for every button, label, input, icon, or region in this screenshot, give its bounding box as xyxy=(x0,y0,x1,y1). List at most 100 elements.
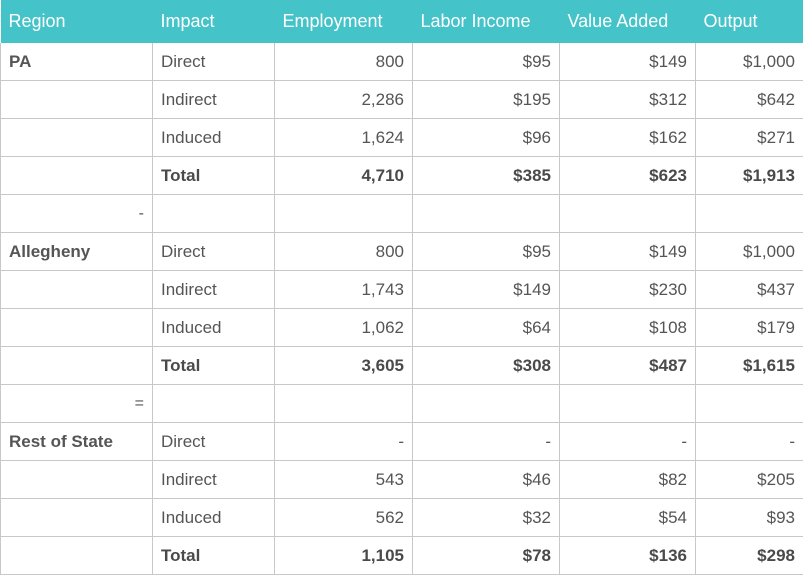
output-cell: $642 xyxy=(696,81,803,119)
value-added-cell xyxy=(560,385,696,423)
value-added-cell: - xyxy=(560,423,696,461)
header-impact: Impact xyxy=(153,0,275,43)
region-cell xyxy=(1,81,153,119)
header-labor-income: Labor Income xyxy=(413,0,560,43)
region-cell: Allegheny xyxy=(1,233,153,271)
region-cell xyxy=(1,157,153,195)
separator-row: = xyxy=(1,385,803,423)
labor-income-cell: $46 xyxy=(413,461,560,499)
employment-cell: 3,605 xyxy=(275,347,413,385)
impact-cell: Indirect xyxy=(153,271,275,309)
value-added-cell: $149 xyxy=(560,233,696,271)
employment-cell: - xyxy=(275,423,413,461)
employment-cell: 800 xyxy=(275,43,413,81)
header-row: Region Impact Employment Labor Income Va… xyxy=(1,0,803,43)
labor-income-cell: $95 xyxy=(413,233,560,271)
region-cell xyxy=(1,309,153,347)
header-output: Output xyxy=(696,0,803,43)
labor-income-cell: $95 xyxy=(413,43,560,81)
output-cell xyxy=(696,195,803,233)
impact-cell: Indirect xyxy=(153,461,275,499)
labor-income-cell xyxy=(413,195,560,233)
value-added-cell: $54 xyxy=(560,499,696,537)
value-added-cell: $162 xyxy=(560,119,696,157)
labor-income-cell: $78 xyxy=(413,537,560,575)
impact-cell: Induced xyxy=(153,119,275,157)
impact-cell: Induced xyxy=(153,499,275,537)
impact-cell: Total xyxy=(153,537,275,575)
labor-income-cell: $32 xyxy=(413,499,560,537)
output-cell: $179 xyxy=(696,309,803,347)
impact-cell: Direct xyxy=(153,423,275,461)
value-added-cell: $623 xyxy=(560,157,696,195)
value-added-cell: $136 xyxy=(560,537,696,575)
output-cell: $1,913 xyxy=(696,157,803,195)
region-cell xyxy=(1,271,153,309)
employment-cell: 800 xyxy=(275,233,413,271)
impact-cell: Induced xyxy=(153,309,275,347)
value-added-cell: $82 xyxy=(560,461,696,499)
region-cell: = xyxy=(1,385,153,423)
output-cell: - xyxy=(696,423,803,461)
header-value-added: Value Added xyxy=(560,0,696,43)
value-added-cell: $149 xyxy=(560,43,696,81)
value-added-cell: $312 xyxy=(560,81,696,119)
employment-cell: 4,710 xyxy=(275,157,413,195)
header-region: Region xyxy=(1,0,153,43)
output-cell xyxy=(696,385,803,423)
output-cell: $271 xyxy=(696,119,803,157)
impact-cell xyxy=(153,195,275,233)
employment-cell xyxy=(275,195,413,233)
impact-cell: Total xyxy=(153,157,275,195)
header-employment: Employment xyxy=(275,0,413,43)
impact-cell: Total xyxy=(153,347,275,385)
output-cell: $1,615 xyxy=(696,347,803,385)
value-added-cell: $487 xyxy=(560,347,696,385)
region-cell xyxy=(1,461,153,499)
value-added-cell: $230 xyxy=(560,271,696,309)
output-cell: $1,000 xyxy=(696,43,803,81)
employment-cell: 1,105 xyxy=(275,537,413,575)
value-added-cell: $108 xyxy=(560,309,696,347)
labor-income-cell xyxy=(413,385,560,423)
output-cell: $437 xyxy=(696,271,803,309)
region-cell: PA xyxy=(1,43,153,81)
region-cell: Rest of State xyxy=(1,423,153,461)
output-cell: $298 xyxy=(696,537,803,575)
labor-income-cell: - xyxy=(413,423,560,461)
labor-income-cell: $149 xyxy=(413,271,560,309)
region-cell xyxy=(1,347,153,385)
impact-cell: Direct xyxy=(153,233,275,271)
output-cell: $93 xyxy=(696,499,803,537)
region-cell: - xyxy=(1,195,153,233)
employment-cell: 1,743 xyxy=(275,271,413,309)
labor-income-cell: $64 xyxy=(413,309,560,347)
separator-row: - xyxy=(1,195,803,233)
output-cell: $205 xyxy=(696,461,803,499)
labor-income-cell: $308 xyxy=(413,347,560,385)
employment-cell xyxy=(275,385,413,423)
value-added-cell xyxy=(560,195,696,233)
impact-cell: Indirect xyxy=(153,81,275,119)
impact-cell: Direct xyxy=(153,43,275,81)
labor-income-cell: $385 xyxy=(413,157,560,195)
employment-cell: 1,624 xyxy=(275,119,413,157)
employment-cell: 543 xyxy=(275,461,413,499)
impact-cell xyxy=(153,385,275,423)
table-header: Region Impact Employment Labor Income Va… xyxy=(1,0,803,43)
employment-cell: 1,062 xyxy=(275,309,413,347)
